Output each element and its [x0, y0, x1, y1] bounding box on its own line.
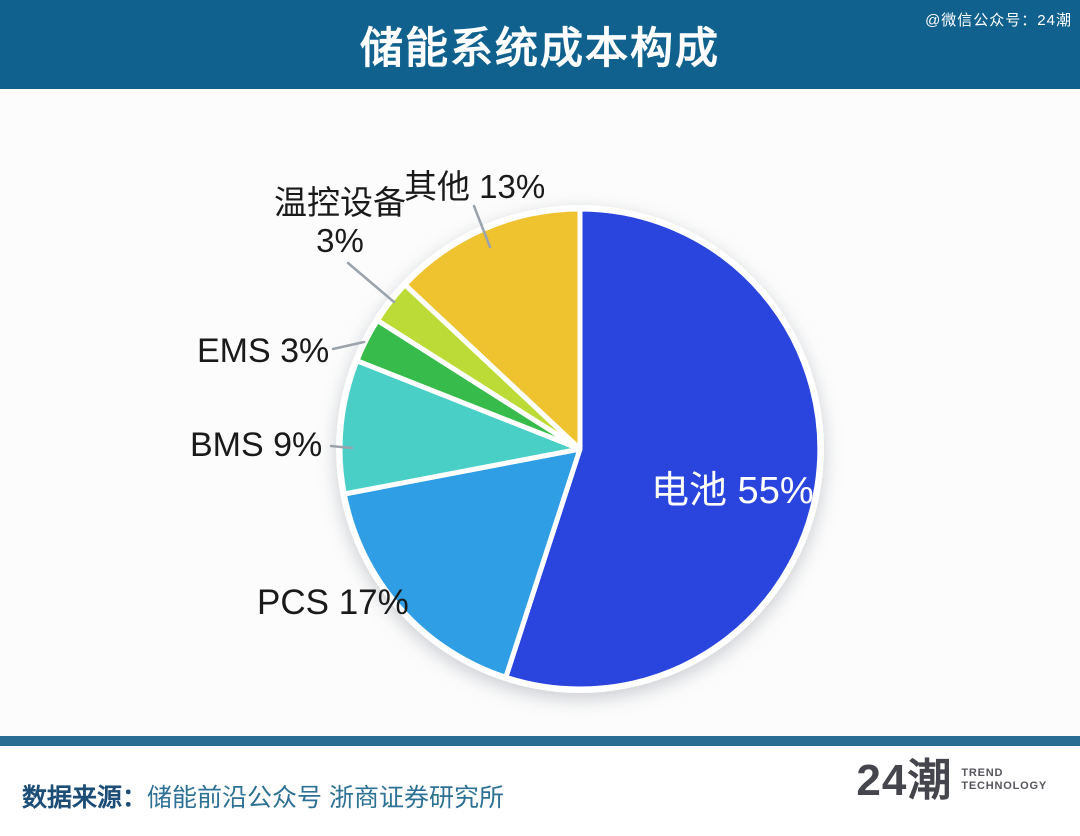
- pie-slice-pcs: [341, 446, 583, 680]
- label-ems: EMS 3%: [197, 332, 330, 370]
- brand-logo-subtitle-line2: TECHNOLOGY: [961, 780, 1047, 792]
- pie-slices: [336, 205, 824, 693]
- brand-logo: 24潮 TREND TECHNOLOGY: [856, 758, 1047, 804]
- pie-slice-battery: [503, 206, 823, 692]
- brand-logo-subtitle: TREND TECHNOLOGY: [961, 767, 1047, 793]
- page-title: 储能系统成本构成: [360, 24, 720, 73]
- watermark-text: @微信公众号：24潮: [925, 12, 1072, 29]
- label-bms: BMS 9%: [190, 426, 323, 464]
- footer-bar: 数据来源：储能前沿公众号 浙商证券研究所 24潮 TREND TECHNOLOG…: [0, 746, 1080, 836]
- label-thermal: 温控设备 3%: [264, 184, 416, 260]
- header-bar: 储能系统成本构成 @微信公众号：24潮: [0, 0, 1080, 89]
- leader-line-thermal: [346, 261, 396, 304]
- leader-line-bms: [329, 444, 354, 450]
- data-source-line: 数据来源：储能前沿公众号 浙商证券研究所: [22, 778, 504, 814]
- leader-lines: [329, 204, 492, 450]
- footer-divider: [0, 736, 1080, 746]
- leader-line-other: [472, 204, 492, 249]
- label-other: 其他 13%: [404, 168, 546, 205]
- data-source-text: 储能前沿公众号 浙商证券研究所: [147, 784, 504, 812]
- pie-slice-other: [402, 206, 583, 452]
- label-battery: 电池 55%: [651, 470, 814, 512]
- label-thermal-value: 3%: [316, 222, 364, 259]
- pie-slice-bms: [337, 358, 583, 497]
- label-pcs: PCS 17%: [257, 583, 409, 622]
- brand-logo-mark: 24潮: [856, 756, 953, 805]
- brand-logo-subtitle-line1: TREND: [961, 767, 1004, 779]
- label-thermal-name: 温控设备: [274, 184, 406, 221]
- leader-line-ems: [331, 340, 366, 351]
- data-source-label: 数据来源：: [22, 784, 148, 812]
